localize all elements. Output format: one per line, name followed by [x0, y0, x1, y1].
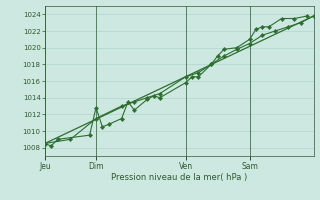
X-axis label: Pression niveau de la mer( hPa ): Pression niveau de la mer( hPa )	[111, 173, 247, 182]
